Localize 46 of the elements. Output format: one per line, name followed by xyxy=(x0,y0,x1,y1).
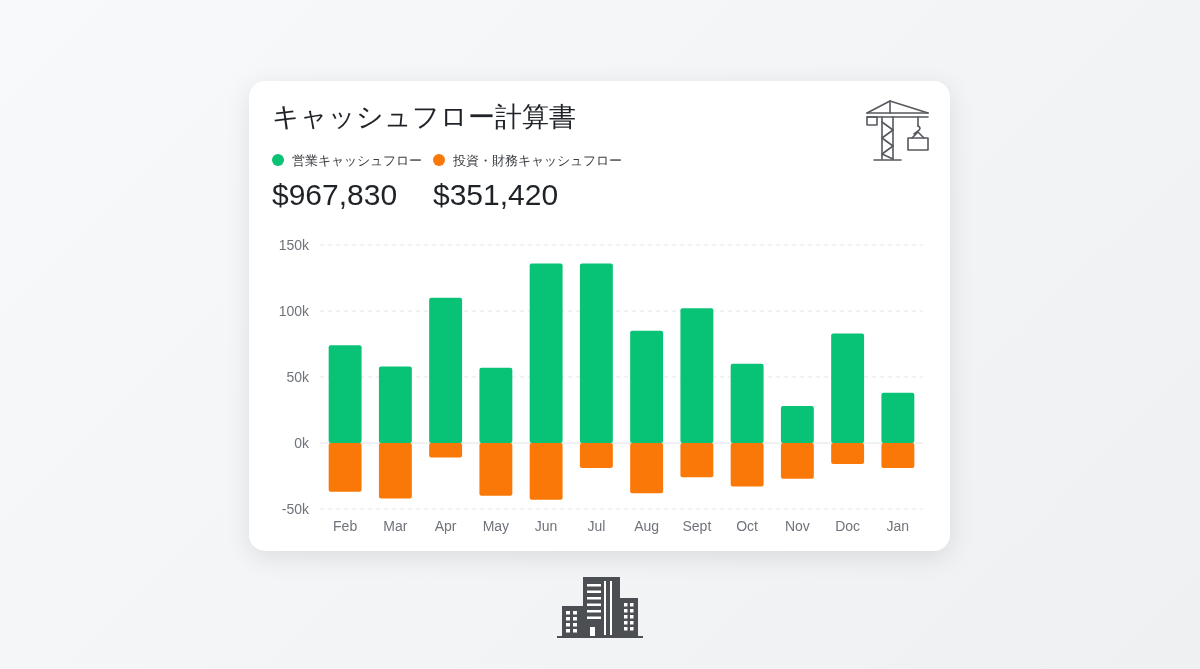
bar xyxy=(429,297,463,443)
bar xyxy=(831,443,865,465)
y-tick-label: -50k xyxy=(281,501,310,517)
y-tick-label: 0k xyxy=(294,435,310,451)
bar xyxy=(479,367,513,443)
x-tick-label: Aug xyxy=(634,518,660,534)
x-tick-label: Oct xyxy=(736,518,759,534)
x-tick-label: Mar xyxy=(383,518,408,534)
bar xyxy=(630,443,664,494)
y-tick-label: 150k xyxy=(278,237,310,253)
chart-title: キャッシュフロー計算書 xyxy=(272,102,576,132)
y-tick-label: 50k xyxy=(286,369,310,385)
x-tick-label: May xyxy=(482,518,510,534)
x-tick-label: Jan xyxy=(886,518,910,534)
bar xyxy=(529,443,563,500)
bar xyxy=(730,363,764,443)
bar xyxy=(881,392,915,443)
bar xyxy=(328,345,362,443)
x-tick-label: Apr xyxy=(434,518,457,534)
legend-label: 営業キャッシュフロー xyxy=(292,153,422,168)
text: $351,420 xyxy=(433,178,559,211)
bar xyxy=(479,443,513,496)
bar xyxy=(780,443,814,479)
bar xyxy=(429,443,463,458)
bar xyxy=(780,406,814,443)
bar xyxy=(378,443,412,499)
bar xyxy=(529,263,563,443)
bar xyxy=(831,333,865,443)
bar xyxy=(579,263,613,443)
legend-label: 投資・財務キャッシュフロー xyxy=(452,153,622,168)
bar xyxy=(730,443,764,487)
bar xyxy=(680,443,714,478)
bar xyxy=(881,443,915,469)
x-tick-label: Feb xyxy=(333,518,358,534)
bar xyxy=(680,308,714,443)
bar xyxy=(328,443,362,492)
bar xyxy=(378,366,412,443)
y-tick-label: 100k xyxy=(278,303,310,319)
x-tick-label: Sept xyxy=(682,518,712,534)
text: $967,830 xyxy=(272,178,398,211)
x-tick-label: Doc xyxy=(835,518,861,534)
x-tick-label: Nov xyxy=(784,518,810,534)
x-tick-label: Jun xyxy=(534,518,558,534)
bar xyxy=(630,330,664,443)
bar xyxy=(579,443,613,469)
x-tick-label: Jul xyxy=(587,518,606,534)
